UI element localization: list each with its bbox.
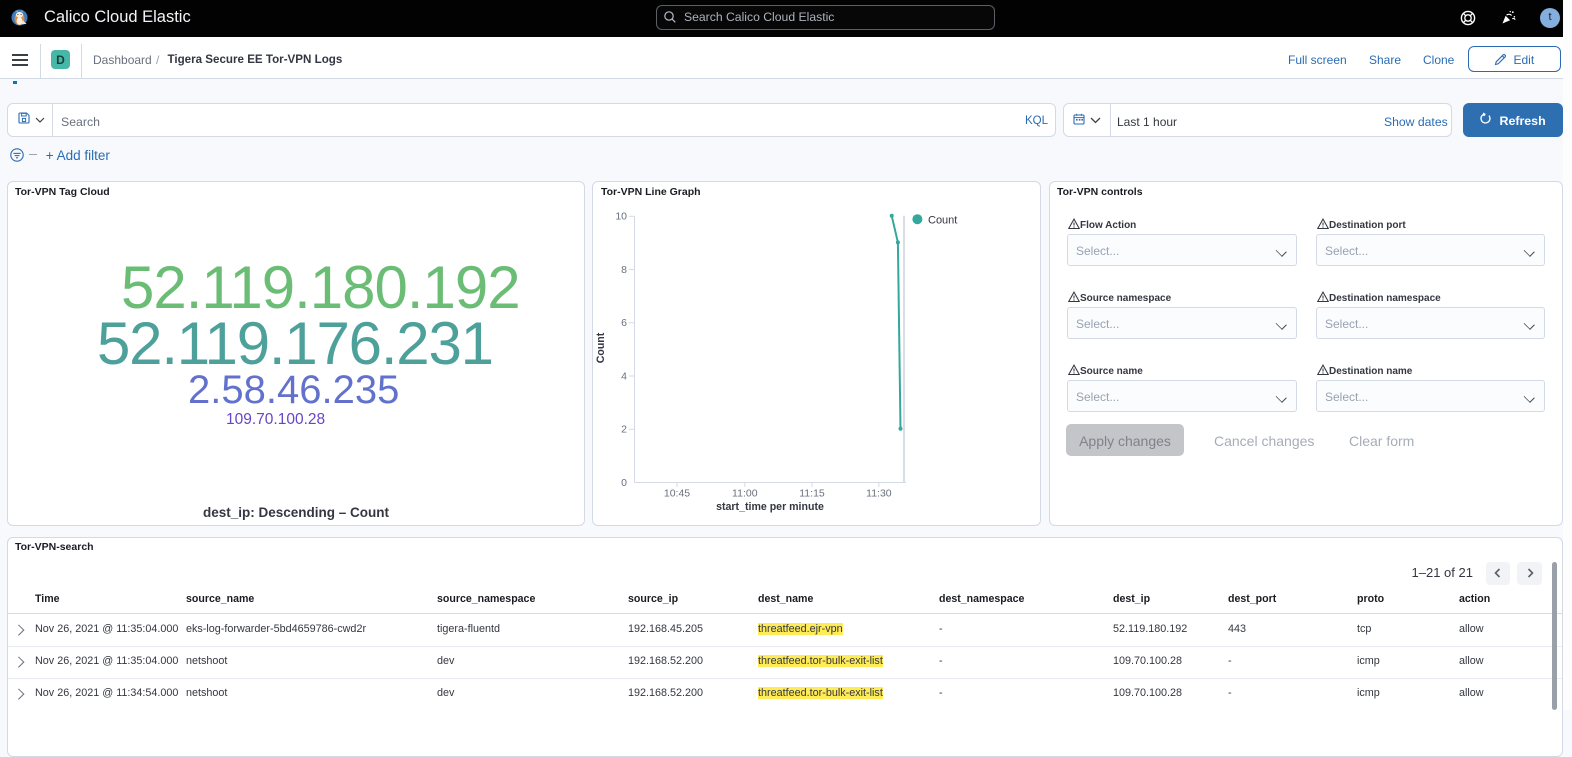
svg-text:11:00: 11:00 <box>732 488 758 500</box>
svg-text:4: 4 <box>621 370 627 382</box>
svg-text:10:45: 10:45 <box>664 488 690 500</box>
svg-text:11:30: 11:30 <box>866 488 892 500</box>
svg-text:11:15: 11:15 <box>799 488 825 500</box>
svg-text:Count: Count <box>928 215 957 227</box>
svg-text:0: 0 <box>621 477 627 489</box>
svg-text:8: 8 <box>621 264 627 276</box>
svg-text:10: 10 <box>615 211 627 223</box>
svg-text:2: 2 <box>621 424 627 436</box>
svg-text:Count: Count <box>595 332 607 363</box>
svg-text:start_time per minute: start_time per minute <box>716 501 824 513</box>
svg-text:6: 6 <box>621 317 627 329</box>
